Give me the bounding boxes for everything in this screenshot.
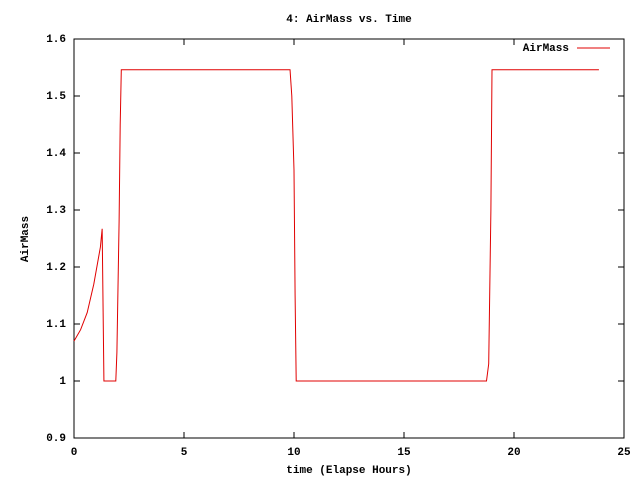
x-tick-label: 5 xyxy=(181,447,188,459)
x-tick-label: 25 xyxy=(617,447,631,459)
x-tick-label: 20 xyxy=(507,447,520,459)
chart-title: 4: AirMass vs. Time xyxy=(286,14,412,26)
y-tick-label: 1.2 xyxy=(46,262,66,274)
y-tick-label: 1 xyxy=(59,376,66,388)
y-tick-label: 1.6 xyxy=(46,34,66,46)
x-tick-label: 0 xyxy=(71,447,78,459)
y-tick-label: 1.3 xyxy=(46,205,66,217)
legend-label: AirMass xyxy=(523,43,569,55)
x-tick-label: 10 xyxy=(287,447,300,459)
y-tick-label: 1.4 xyxy=(46,148,66,160)
plot-frame xyxy=(73,38,625,439)
y-tick-label: 1.5 xyxy=(46,91,66,103)
y-axis-label: AirMass xyxy=(20,216,32,262)
data-line xyxy=(73,69,599,382)
x-axis-label: time (Elapse Hours) xyxy=(286,465,411,477)
x-tick-label: 15 xyxy=(397,447,411,459)
y-tick-label: 1.1 xyxy=(46,319,66,331)
y-tick-label: 0.9 xyxy=(46,433,66,445)
